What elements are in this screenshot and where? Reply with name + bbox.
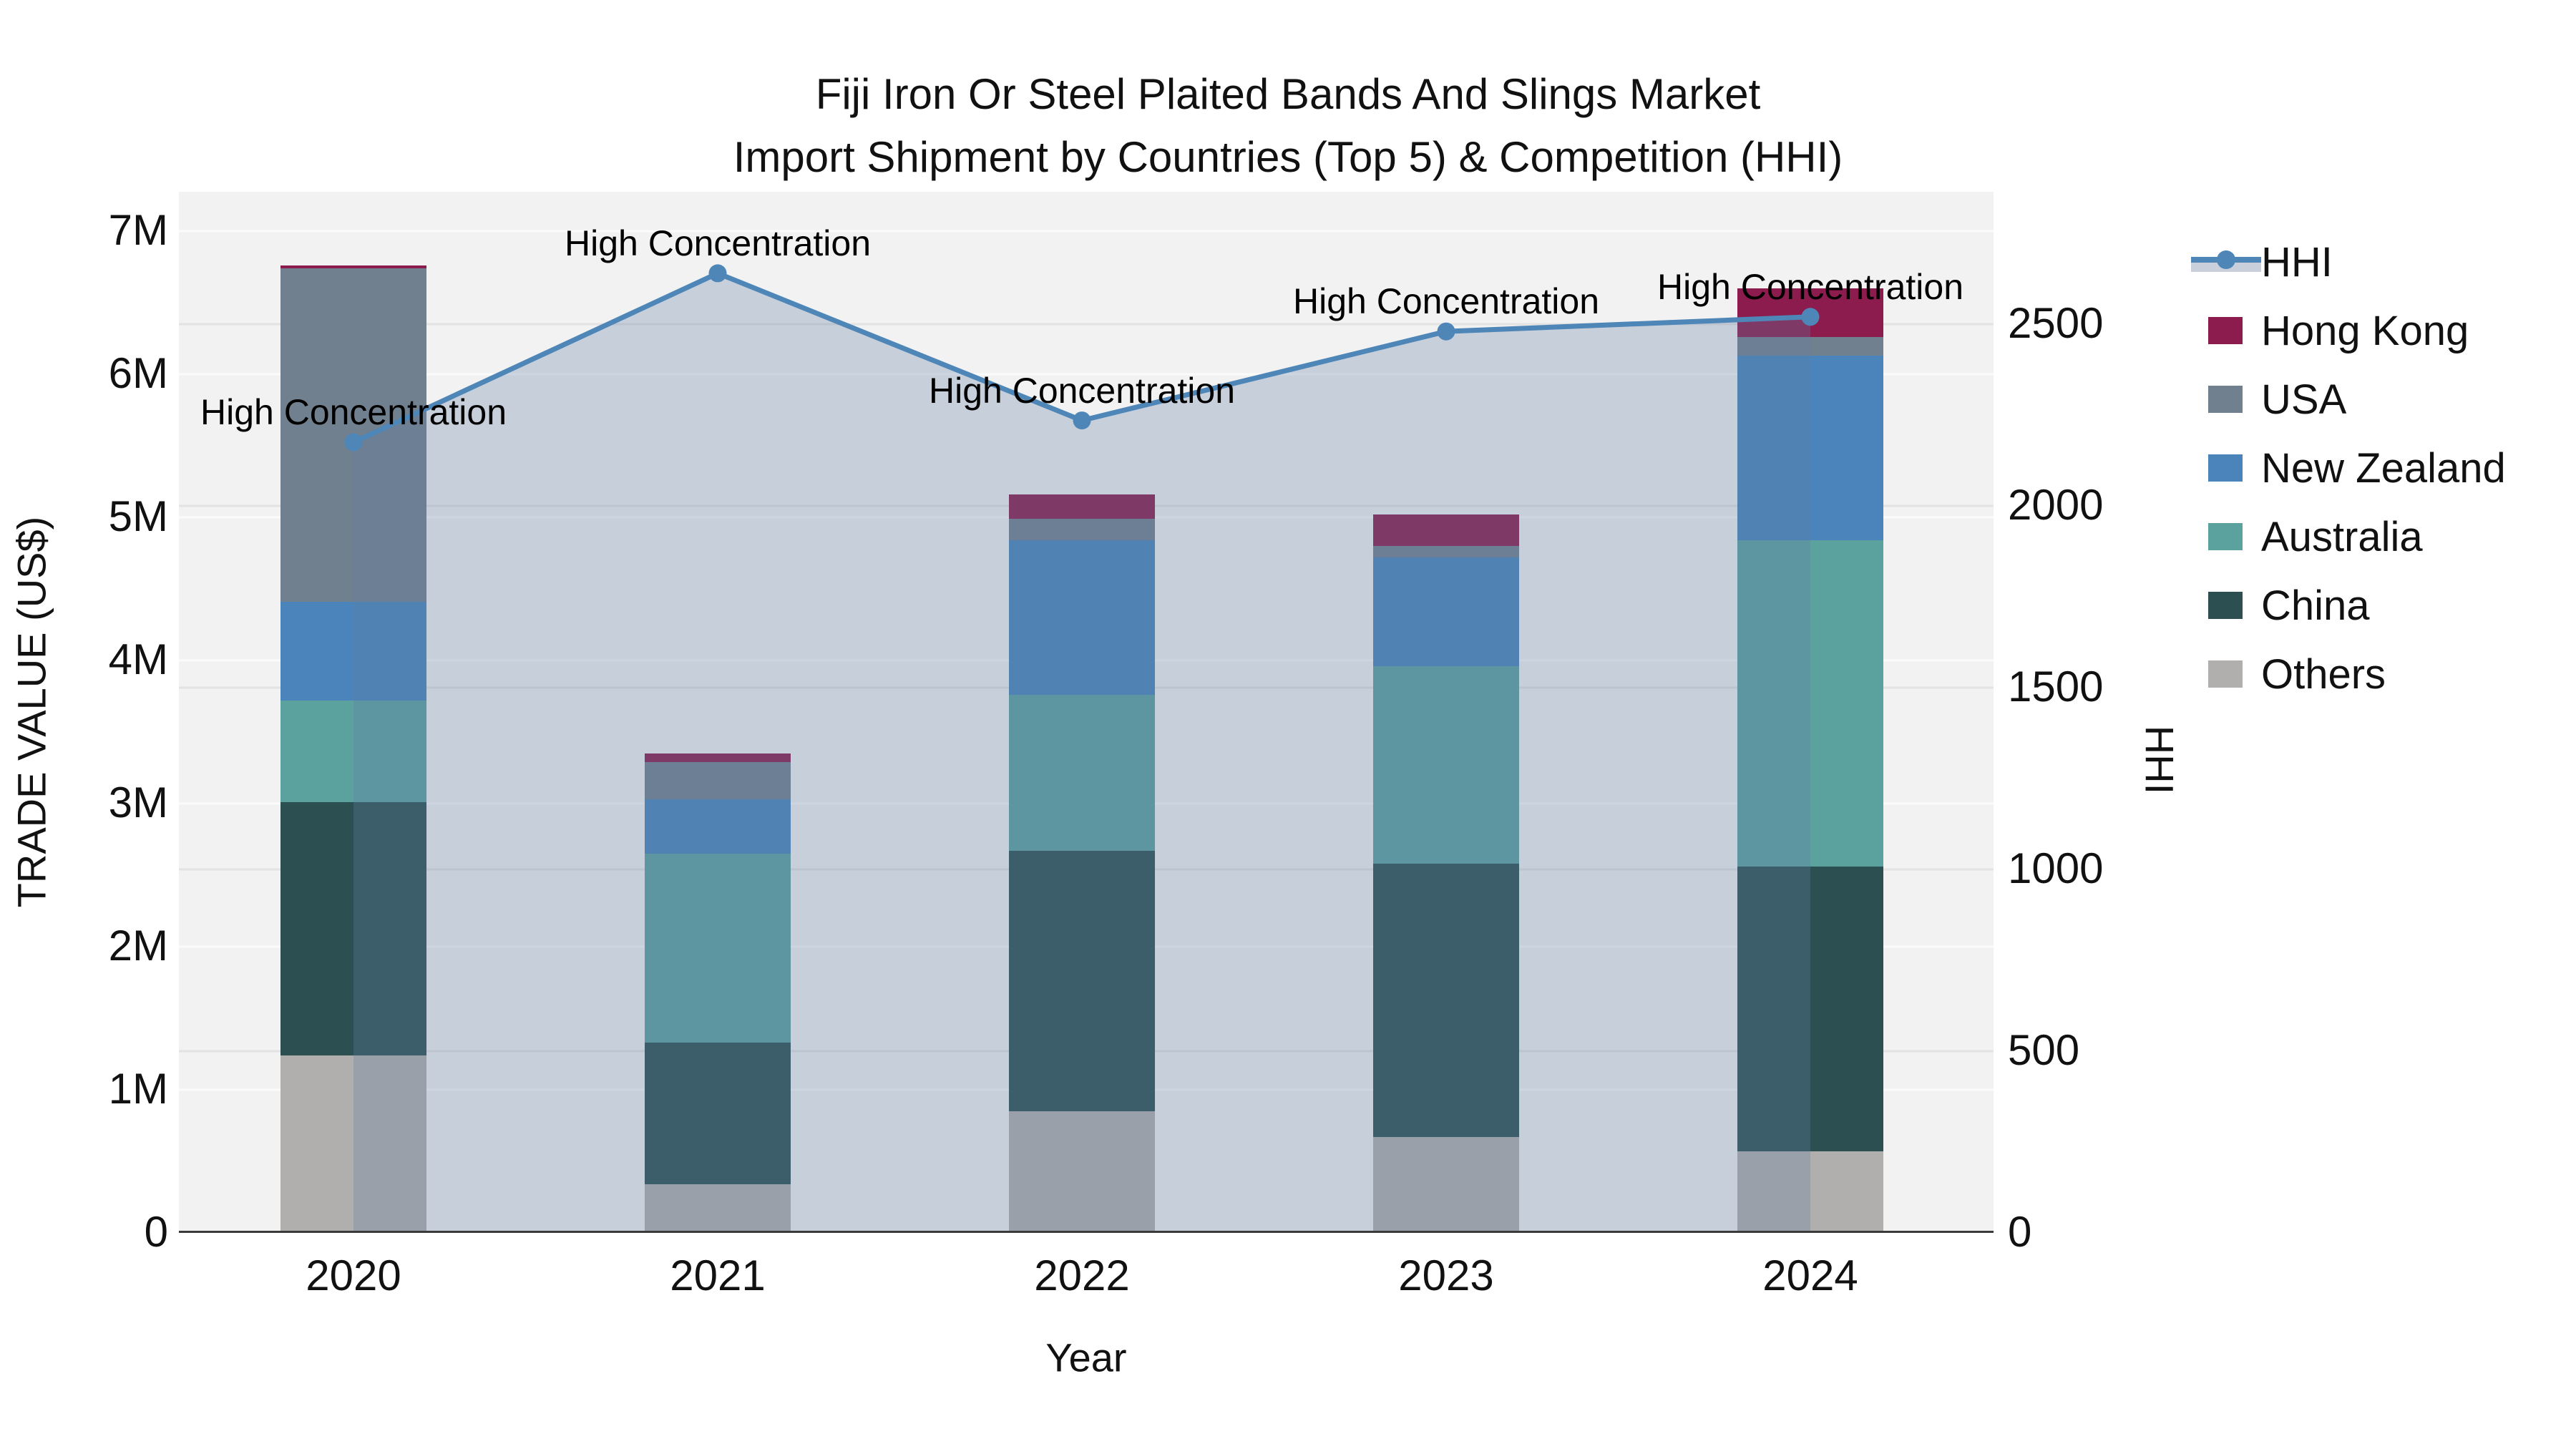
bar-segment-2021-hong-kong[interactable] bbox=[645, 753, 791, 762]
annotation-2021: High Concentration bbox=[564, 223, 872, 263]
x-tick-2021: 2021 bbox=[670, 1252, 766, 1299]
legend-item-hhi[interactable]: HHI bbox=[2191, 228, 2506, 296]
bar-segment-2020-new-zealand[interactable] bbox=[280, 602, 426, 701]
y-right-tick-1500: 1500 bbox=[2008, 663, 2104, 711]
legend: HHI Hong Kong USA New Zealand Australia China… bbox=[2191, 228, 2506, 708]
bar-segment-2023-hong-kong[interactable] bbox=[1373, 514, 1519, 546]
bar-segment-2020-china[interactable] bbox=[280, 802, 426, 1055]
y-left-axis-title: TRADE VALUE (US$) bbox=[9, 516, 54, 908]
y-left-tick-3M: 3M bbox=[108, 779, 168, 827]
x-tick-2024: 2024 bbox=[1762, 1252, 1858, 1299]
y-left-tick-5M: 5M bbox=[108, 492, 168, 541]
legend-label: HHI bbox=[2261, 238, 2333, 286]
legend-item-china[interactable]: China bbox=[2191, 571, 2506, 640]
legend-item-australia[interactable]: Australia bbox=[2191, 502, 2506, 571]
legend-label: China bbox=[2261, 582, 2370, 629]
x-tick-2020: 2020 bbox=[306, 1252, 401, 1299]
legend-swatch-usa bbox=[2208, 386, 2243, 413]
annotation-2022: High Concentration bbox=[928, 370, 1236, 411]
legend-swatch-new-zealand bbox=[2208, 454, 2243, 482]
y-left-tick-7M: 7M bbox=[108, 206, 168, 255]
bar-segment-2022-others[interactable] bbox=[1009, 1111, 1155, 1233]
y-right-tick-2500: 2500 bbox=[2008, 299, 2104, 348]
bar-segment-2024-others[interactable] bbox=[1737, 1151, 1883, 1233]
hhi-marker-2020[interactable] bbox=[344, 433, 363, 452]
bar-segment-2023-new-zealand[interactable] bbox=[1373, 557, 1519, 666]
plot-canvas bbox=[179, 230, 1994, 1233]
bar-segment-2020-hong-kong[interactable] bbox=[280, 265, 426, 268]
legend-item-others[interactable]: Others bbox=[2191, 640, 2506, 708]
bar-segment-2024-australia[interactable] bbox=[1737, 540, 1883, 867]
legend-item-hong-kong[interactable]: Hong Kong bbox=[2191, 296, 2506, 365]
bar-segment-2023-china[interactable] bbox=[1373, 864, 1519, 1137]
legend-swatch-hong-kong bbox=[2208, 317, 2243, 344]
hhi-area-fill bbox=[353, 273, 1810, 1233]
y-left-tick-4M: 4M bbox=[108, 635, 168, 684]
legend-label: Hong Kong bbox=[2261, 307, 2469, 354]
hhi-marker-2023[interactable] bbox=[1437, 322, 1455, 341]
chart-subtitle: Import Shipment by Countries (Top 5) & C… bbox=[733, 133, 1843, 181]
annotation-2020: High Concentration bbox=[200, 392, 507, 433]
bar-segment-2021-new-zealand[interactable] bbox=[645, 799, 791, 854]
legend-label: New Zealand bbox=[2261, 444, 2506, 492]
bar-segment-2024-usa[interactable] bbox=[1737, 337, 1883, 356]
y-left-tick-6M: 6M bbox=[108, 349, 168, 398]
bar-segment-2020-others[interactable] bbox=[280, 1055, 426, 1233]
annotation-2024: High Concentration bbox=[1657, 266, 1964, 307]
legend-swatch-others bbox=[2208, 660, 2243, 688]
y-right-tick-2000: 2000 bbox=[2008, 481, 2104, 530]
bar-segment-2022-new-zealand[interactable] bbox=[1009, 540, 1155, 695]
bar-segment-2021-china[interactable] bbox=[645, 1043, 791, 1184]
chart-title-block: Fiji Iron Or Steel Plaited Bands And Sli… bbox=[0, 63, 2576, 189]
bar-segment-2023-others[interactable] bbox=[1373, 1137, 1519, 1233]
bar-segment-2021-usa[interactable] bbox=[645, 762, 791, 799]
bar-segment-2020-australia[interactable] bbox=[280, 701, 426, 802]
bar-segment-2024-new-zealand[interactable] bbox=[1737, 356, 1883, 540]
legend-item-usa[interactable]: USA bbox=[2191, 365, 2506, 434]
y-left-tick-0: 0 bbox=[144, 1208, 168, 1257]
x-tick-2022: 2022 bbox=[1034, 1252, 1130, 1299]
bar-segment-2023-australia[interactable] bbox=[1373, 666, 1519, 864]
legend-swatch-australia bbox=[2208, 523, 2243, 550]
bar-segment-2022-usa[interactable] bbox=[1009, 519, 1155, 540]
y-right-tick-1000: 1000 bbox=[2008, 844, 2104, 893]
y-right-tick-500: 500 bbox=[2008, 1026, 2080, 1075]
y-right-tick-0: 0 bbox=[2008, 1208, 2032, 1257]
hhi-marker-2022[interactable] bbox=[1073, 411, 1091, 430]
bar-segment-2022-australia[interactable] bbox=[1009, 695, 1155, 851]
legend-label: Others bbox=[2261, 650, 2386, 698]
bar-segment-2023-usa[interactable] bbox=[1373, 546, 1519, 557]
legend-label: Australia bbox=[2261, 513, 2423, 560]
hhi-marker-2021[interactable] bbox=[708, 264, 727, 283]
legend-swatch-china bbox=[2208, 592, 2243, 619]
bar-segment-2022-china[interactable] bbox=[1009, 851, 1155, 1111]
bar-segment-2021-others[interactable] bbox=[645, 1184, 791, 1233]
chart-title: Fiji Iron Or Steel Plaited Bands And Sli… bbox=[815, 70, 1761, 118]
hhi-marker-2024[interactable] bbox=[1801, 308, 1820, 326]
bar-segment-2022-hong-kong[interactable] bbox=[1009, 494, 1155, 519]
bar-segment-2024-china[interactable] bbox=[1737, 867, 1883, 1151]
y-right-axis-title: HHI bbox=[2137, 725, 2182, 795]
x-axis-title: Year bbox=[1045, 1335, 1127, 1380]
legend-label: USA bbox=[2261, 376, 2347, 423]
bar-segment-2021-australia[interactable] bbox=[645, 854, 791, 1043]
x-tick-2023: 2023 bbox=[1398, 1252, 1494, 1299]
y-left-tick-2M: 2M bbox=[108, 922, 168, 970]
hhi-line-icon bbox=[2191, 242, 2261, 282]
y-left-tick-1M: 1M bbox=[108, 1065, 168, 1113]
annotation-2023: High Concentration bbox=[1292, 281, 1600, 322]
legend-item-new-zealand[interactable]: New Zealand bbox=[2191, 434, 2506, 502]
